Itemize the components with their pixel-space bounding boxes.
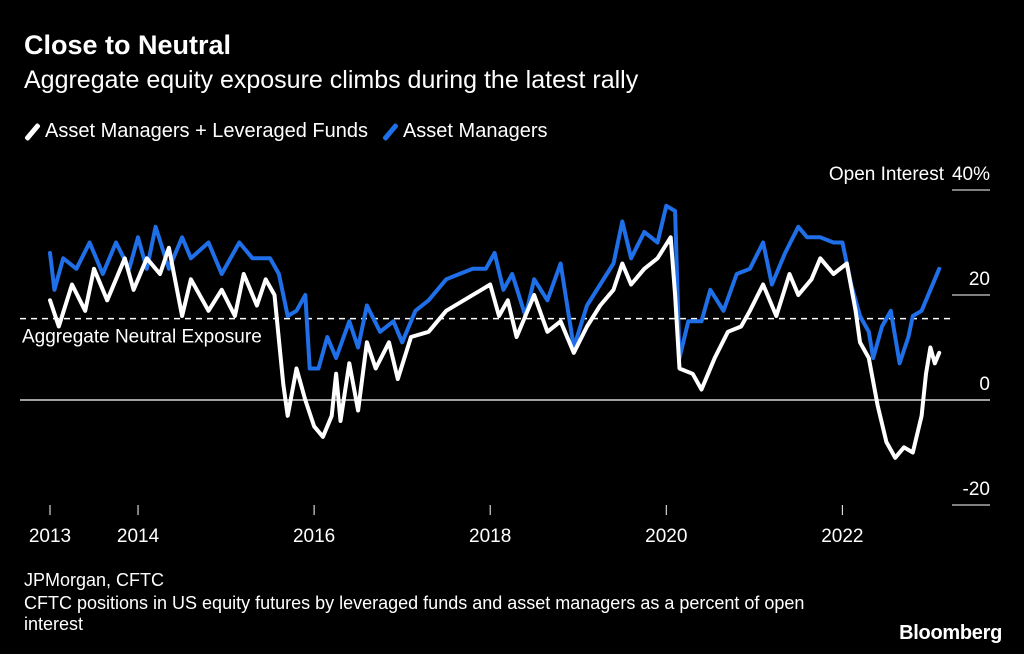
y-tick-label: 40% <box>952 164 990 185</box>
chart-title: Close to Neutral <box>24 30 232 60</box>
x-tick-label: 2014 <box>117 526 160 547</box>
legend: Asset Managers + Leveraged Funds Asset M… <box>24 120 563 143</box>
series-line-asset-managers <box>48 203 942 371</box>
y-tick-label: -20 <box>963 479 990 500</box>
footnote: CFTC positions in US equity futures by l… <box>24 593 805 634</box>
legend-label-asset-managers: Asset Managers <box>402 120 548 142</box>
x-tick-label: 2018 <box>469 526 511 547</box>
legend-label-combined: Asset Managers + Leveraged Funds <box>45 120 368 142</box>
source-note: JPMorgan, CFTC <box>24 570 165 590</box>
line-chart: 40% 20 0 -20 Open Interest Aggregate Neutral … <box>20 164 990 547</box>
y-axis-label: Open Interest <box>829 164 945 185</box>
y-tick-label: 0 <box>979 374 990 395</box>
y-tick-label: 20 <box>969 269 990 290</box>
legend-item-combined: Asset Managers + Leveraged Funds <box>24 120 368 143</box>
bloomberg-logo: Bloomberg <box>899 622 1002 644</box>
x-tick-label: 2022 <box>821 526 863 547</box>
x-tick-label: 2013 <box>29 526 71 547</box>
x-tick-label: 2020 <box>645 526 687 547</box>
legend-item-asset-managers: Asset Managers <box>382 120 548 143</box>
neutral-exposure-label: Aggregate Neutral Exposure <box>22 327 262 348</box>
chart-subtitle: Aggregate equity exposure climbs during … <box>24 66 639 94</box>
x-tick-label: 2016 <box>293 526 335 547</box>
series-line-combined <box>48 235 942 460</box>
